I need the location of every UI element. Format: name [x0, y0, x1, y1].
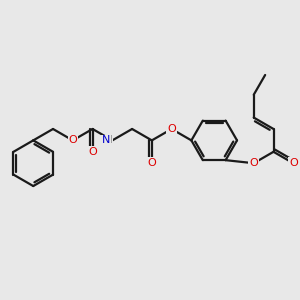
Text: O: O: [68, 135, 77, 146]
Text: H: H: [105, 135, 112, 146]
Text: O: O: [167, 124, 176, 134]
Text: O: O: [88, 147, 97, 157]
Text: O: O: [148, 158, 156, 168]
Text: O: O: [289, 158, 298, 168]
Text: N: N: [102, 135, 110, 146]
Text: O: O: [249, 158, 258, 168]
